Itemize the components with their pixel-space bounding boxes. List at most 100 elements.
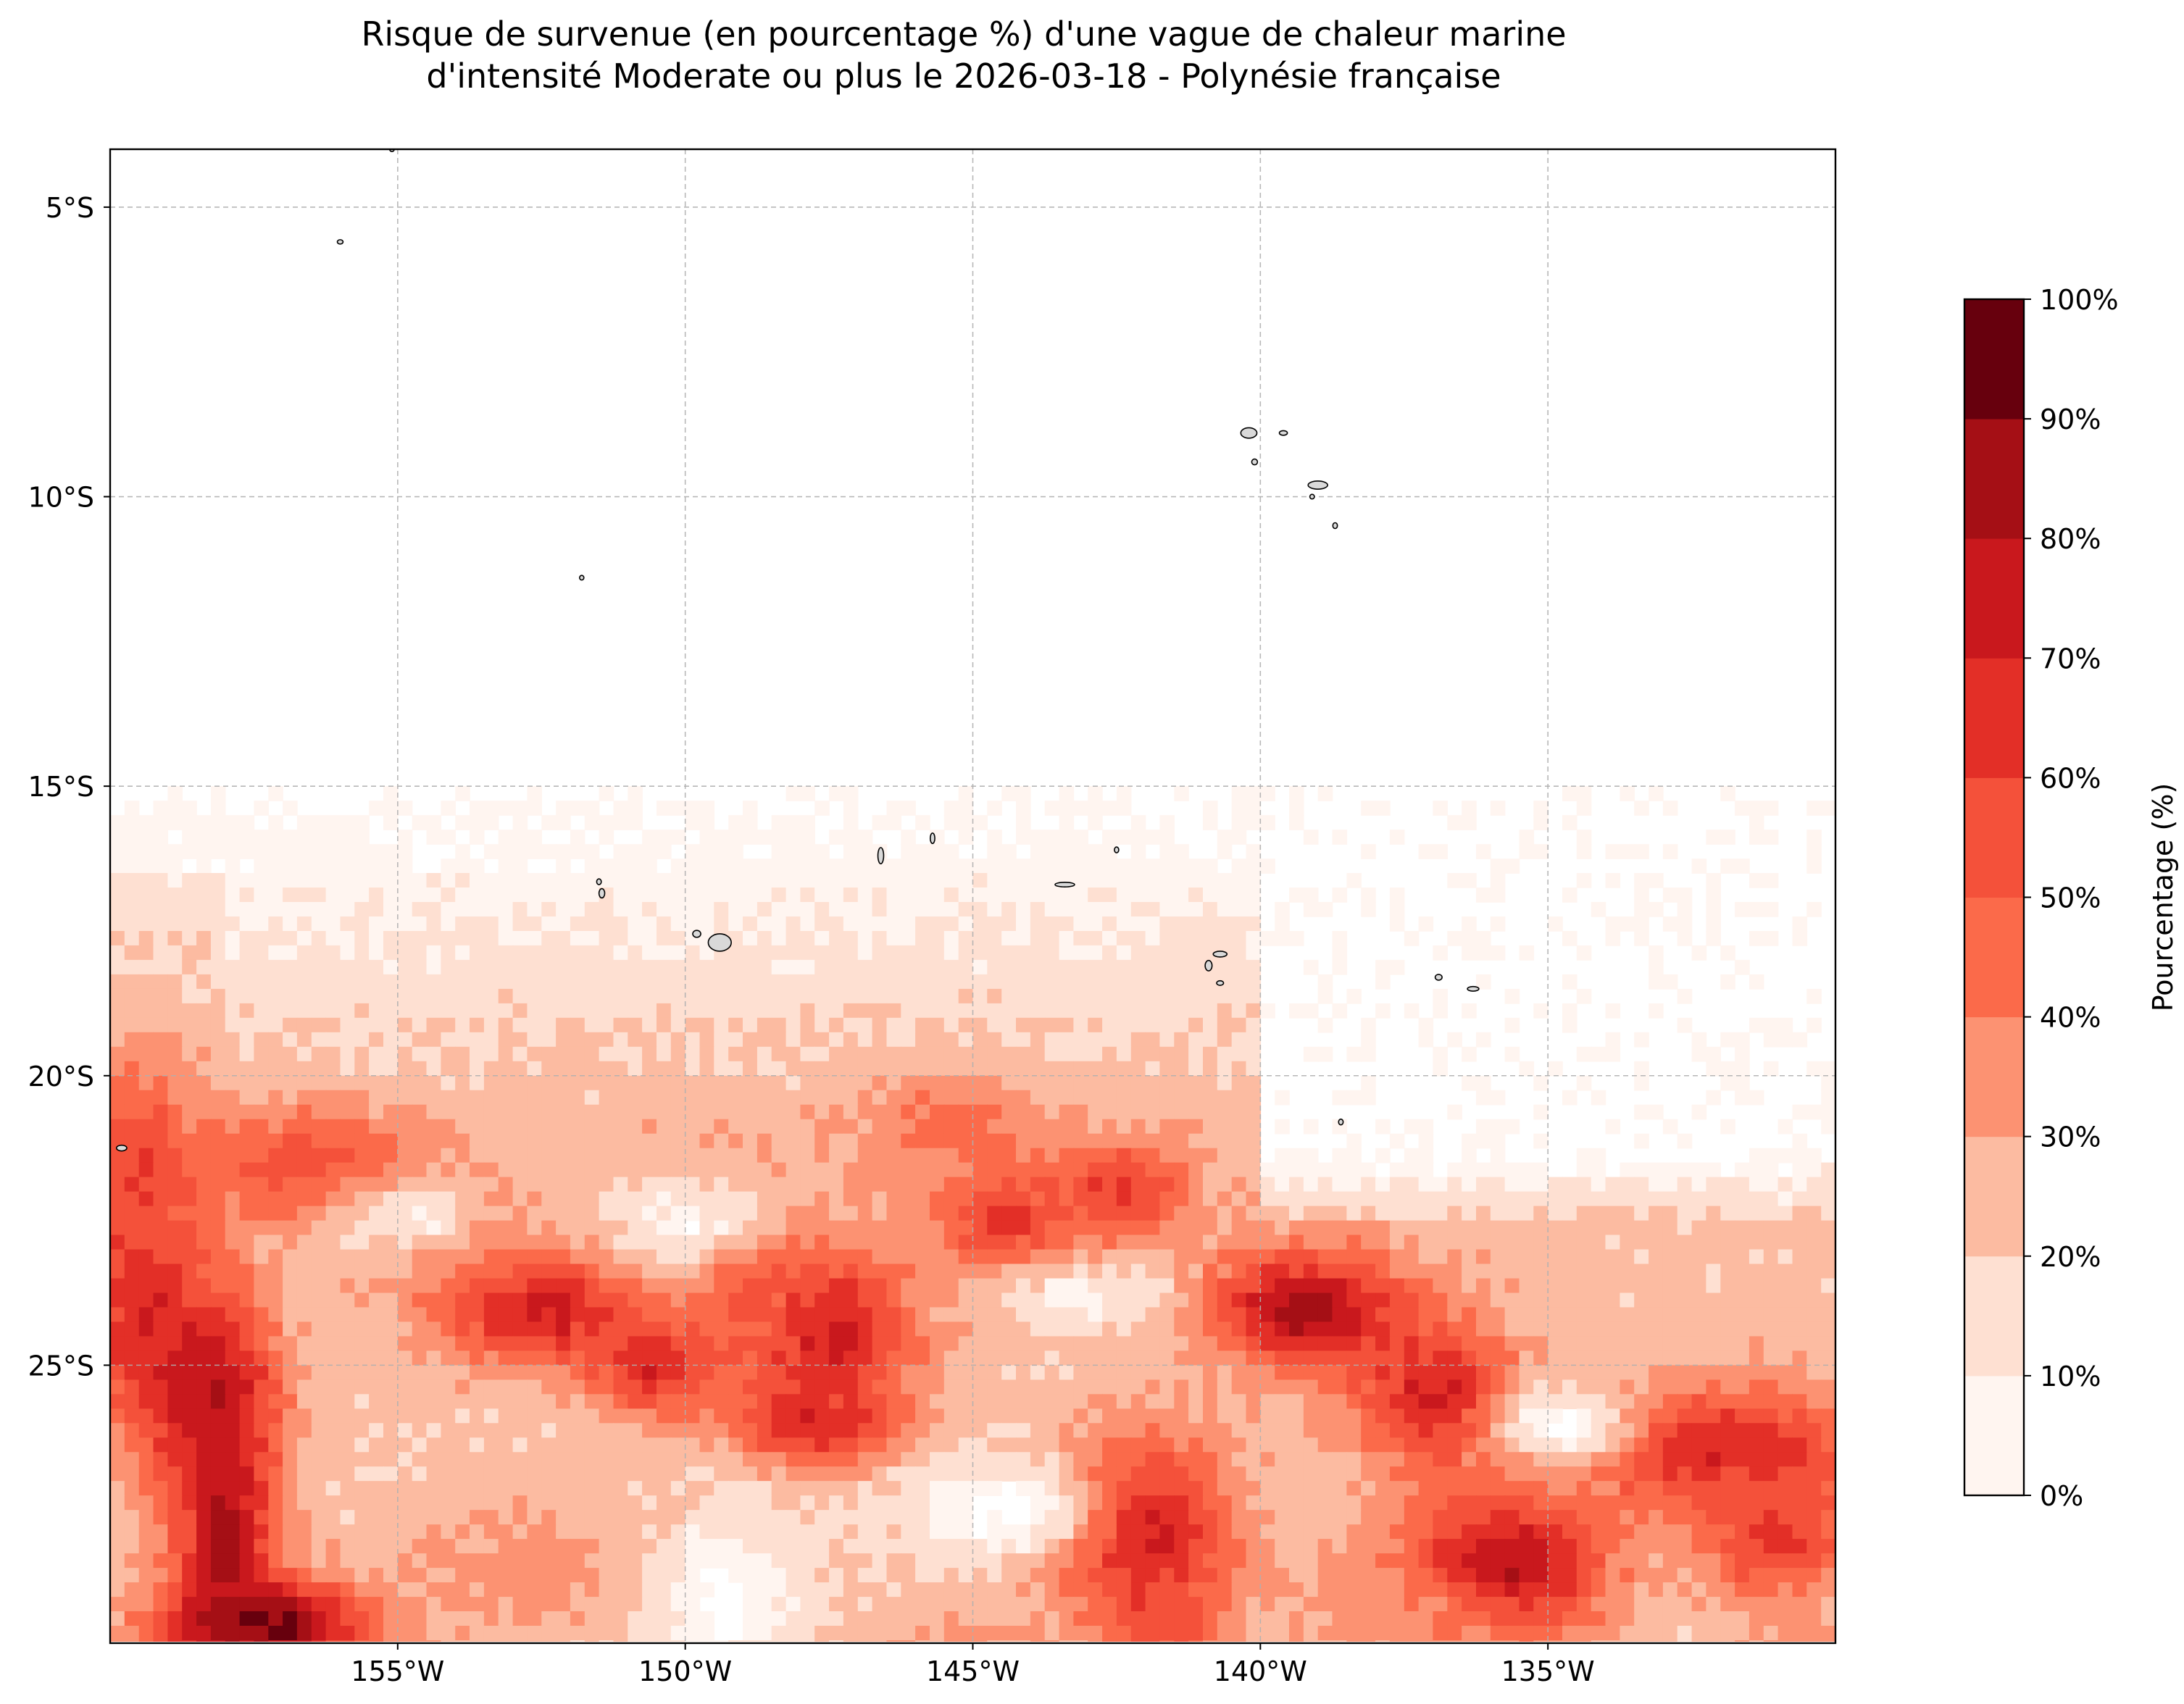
heat-cell <box>483 1423 499 1439</box>
heat-cell <box>915 1423 930 1439</box>
heat-cell <box>584 1423 600 1439</box>
heat-cell <box>1404 1249 1420 1265</box>
heat-cell <box>1130 1408 1146 1424</box>
heat-cell <box>426 1466 442 1482</box>
heat-cell <box>613 1437 629 1453</box>
heat-cell <box>901 830 916 845</box>
heat-cell <box>541 1191 557 1207</box>
heat-cell <box>930 1495 945 1511</box>
heat-cell <box>1677 916 1693 932</box>
heat-cell <box>1649 1466 1664 1482</box>
heat-cell <box>110 1206 125 1221</box>
heat-cell <box>556 1133 571 1149</box>
heat-cell <box>1016 873 1031 888</box>
heat-cell <box>441 1061 456 1077</box>
heat-cell <box>556 945 571 961</box>
heat-cell <box>1749 1321 1764 1337</box>
heat-cell <box>642 1408 657 1424</box>
heat-cell <box>1246 916 1262 932</box>
heat-cell <box>915 1061 930 1077</box>
heat-cell <box>498 1394 514 1410</box>
heat-cell <box>283 801 298 816</box>
heat-cell <box>1735 1307 1750 1323</box>
heat-cell <box>1116 1061 1132 1077</box>
heat-cell <box>670 1235 686 1250</box>
heat-cell <box>182 1466 197 1482</box>
heat-cell <box>1519 945 1535 961</box>
heat-cell <box>1088 1017 1103 1033</box>
heat-cell <box>1591 1321 1606 1337</box>
heat-cell <box>1691 1292 1707 1308</box>
heat-cell <box>628 1220 643 1236</box>
heat-cell <box>570 1061 585 1077</box>
heat-cell <box>584 1394 600 1410</box>
heat-cell <box>757 1104 772 1120</box>
heat-cell <box>1504 1235 1520 1250</box>
heat-cell <box>886 988 902 1004</box>
heat-cell <box>857 959 873 975</box>
heat-cell <box>800 1365 815 1381</box>
heat-cell <box>1763 1032 1779 1048</box>
heat-cell <box>1462 1423 1477 1439</box>
heat-cell <box>441 1452 456 1468</box>
heat-cell <box>426 1321 442 1337</box>
heat-cell <box>354 1003 370 1019</box>
heat-cell <box>153 1481 169 1496</box>
heat-cell <box>1088 1133 1103 1149</box>
heat-cell <box>1275 1394 1290 1410</box>
heat-cell <box>1462 1379 1477 1395</box>
heat-cell <box>1533 1075 1549 1091</box>
heat-cell <box>311 1423 327 1439</box>
heat-cell <box>369 988 384 1004</box>
heat-cell <box>785 859 801 874</box>
heat-cell <box>972 1423 988 1439</box>
heat-cell <box>584 1365 600 1381</box>
heat-cell <box>785 1452 801 1468</box>
heat-cell <box>512 888 528 903</box>
heat-cell <box>254 1075 269 1091</box>
heat-cell <box>1217 1350 1233 1366</box>
heat-cell <box>1763 902 1779 917</box>
heat-cell <box>1030 1162 1046 1178</box>
heat-cell <box>1389 1177 1405 1193</box>
heat-cell <box>512 1046 528 1062</box>
heat-cell <box>1059 1046 1075 1062</box>
heat-cell <box>556 1017 571 1033</box>
heat-cell <box>1217 1148 1233 1164</box>
heat-cell <box>872 988 888 1004</box>
heat-cell <box>397 1046 413 1062</box>
heat-cell <box>699 945 715 961</box>
heat-cell <box>1720 1379 1735 1395</box>
heat-cell <box>657 1133 672 1149</box>
heat-cell <box>1130 1119 1146 1135</box>
heat-cell <box>757 1437 772 1453</box>
heat-cell <box>483 1336 499 1352</box>
heat-cell <box>642 1075 657 1091</box>
heat-cell <box>1159 1235 1175 1250</box>
heat-cell <box>196 888 212 903</box>
heat-cell <box>800 988 815 1004</box>
heat-cell <box>1188 1292 1204 1308</box>
heat-cell <box>943 1292 959 1308</box>
heat-cell <box>1188 1148 1204 1164</box>
heat-cell <box>642 1104 657 1120</box>
heat-cell <box>110 1046 125 1062</box>
heat-cell <box>829 1249 844 1265</box>
heat-cell <box>470 1408 485 1424</box>
heat-cell <box>1159 859 1175 874</box>
heat-cell <box>1246 1220 1262 1236</box>
heat-cell <box>1030 1119 1046 1135</box>
heat-cell <box>1806 1177 1822 1193</box>
heat-cell <box>340 1032 356 1048</box>
heat-cell <box>1792 1336 1808 1352</box>
heat-cell <box>699 1423 715 1439</box>
heat-cell <box>124 801 140 816</box>
heat-cell <box>138 1495 154 1511</box>
heat-cell <box>268 1264 283 1279</box>
heat-cell <box>397 1003 413 1019</box>
heat-cell <box>599 1264 614 1279</box>
heat-cell <box>397 873 413 888</box>
heat-cell <box>455 1235 470 1250</box>
heat-cell <box>325 859 341 874</box>
heat-cell <box>901 1119 916 1135</box>
